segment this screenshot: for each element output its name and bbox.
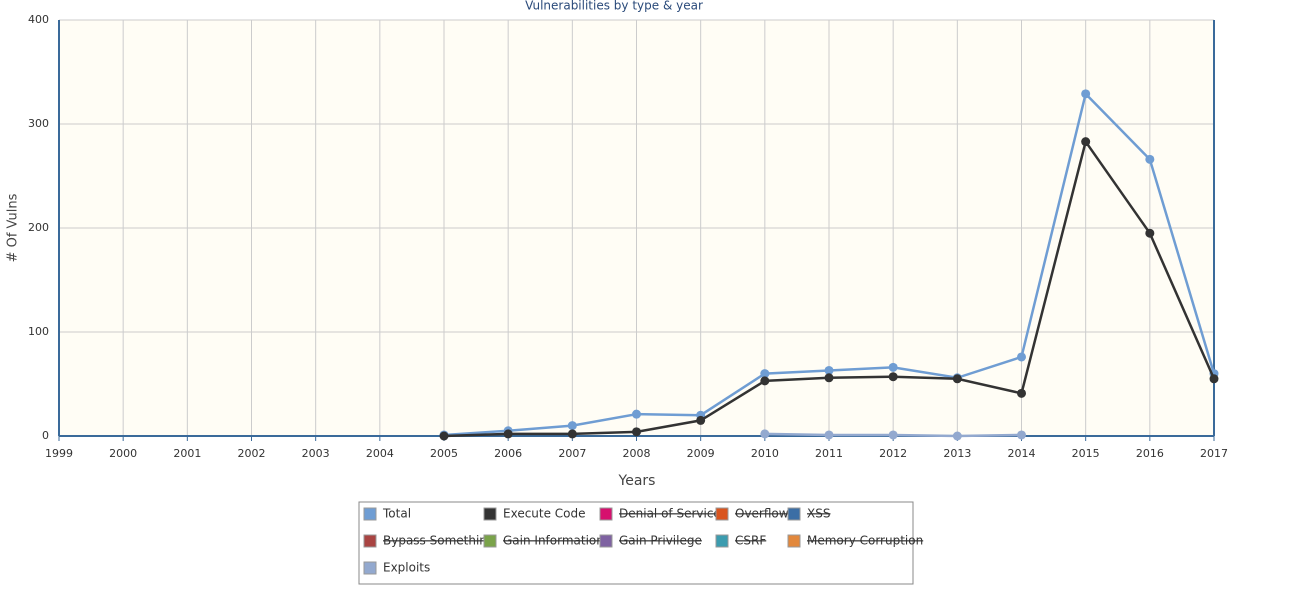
x-tick-label: 2001 — [173, 447, 201, 460]
data-point — [632, 409, 641, 419]
y-tick-label: 0 — [42, 429, 49, 442]
y-tick-label: 300 — [28, 117, 49, 130]
chart-title: Vulnerabilities by type & year — [525, 0, 703, 13]
data-point — [1081, 137, 1091, 147]
data-point — [952, 431, 962, 441]
legend-label: Gain Information — [503, 534, 604, 548]
legend-swatch — [363, 507, 377, 521]
x-tick-label: 2012 — [879, 447, 907, 460]
legend-label: Execute Code — [503, 507, 586, 521]
legend-swatch — [363, 561, 377, 575]
legend-swatch — [483, 507, 497, 521]
y-tick-label: 400 — [28, 13, 49, 26]
data-point — [503, 429, 513, 439]
data-point — [888, 362, 898, 372]
data-point — [439, 431, 449, 441]
legend-label: XSS — [807, 507, 830, 521]
legend-label: Denial of Service — [619, 507, 721, 521]
data-point — [1145, 154, 1155, 164]
x-tick-label: 2015 — [1072, 447, 1100, 460]
data-point — [888, 430, 898, 440]
data-point — [824, 365, 834, 375]
data-point — [760, 376, 770, 386]
data-point — [952, 374, 962, 384]
legend-swatch — [483, 534, 497, 548]
x-tick-label: 2016 — [1136, 447, 1164, 460]
x-tick-label: 2003 — [302, 447, 330, 460]
legend-label: Overflow — [735, 507, 789, 521]
x-tick-label: 2011 — [815, 447, 843, 460]
x-tick-label: 2009 — [687, 447, 715, 460]
data-point — [1145, 228, 1155, 238]
data-point — [1017, 430, 1026, 440]
legend-label: Bypass Something — [383, 534, 495, 548]
x-tick-label: 1999 — [45, 447, 73, 460]
x-tick-label: 2005 — [430, 447, 458, 460]
legend-swatch — [363, 534, 377, 548]
data-point — [567, 429, 577, 439]
y-tick-label: 100 — [28, 325, 49, 338]
x-tick-label: 2004 — [366, 447, 394, 460]
data-point — [824, 373, 834, 383]
x-tick-label: 2008 — [623, 447, 651, 460]
x-tick-label: 2014 — [1008, 447, 1036, 460]
x-tick-label: 2010 — [751, 447, 779, 460]
x-tick-label: 2017 — [1200, 447, 1228, 460]
legend-label: Memory Corruption — [807, 534, 923, 548]
legend-swatch — [599, 534, 613, 548]
data-point — [696, 415, 706, 425]
data-point — [1017, 388, 1026, 398]
x-tick-label: 2007 — [558, 447, 586, 460]
legend-label: Total — [382, 507, 411, 521]
legend-box — [358, 501, 914, 585]
legend-swatch — [599, 507, 613, 521]
legend-label: CSRF — [735, 534, 766, 548]
legend-swatch — [715, 507, 729, 521]
x-tick-label: 2013 — [943, 447, 971, 460]
legend-swatch — [787, 507, 801, 521]
legend-label: Gain Privilege — [619, 534, 702, 548]
data-point — [632, 427, 641, 437]
data-point — [760, 429, 770, 439]
x-axis-label: Years — [618, 473, 656, 489]
legend-swatch — [787, 534, 801, 548]
data-point — [1081, 89, 1091, 99]
data-point — [1017, 352, 1026, 362]
x-tick-label: 2000 — [109, 447, 137, 460]
data-point — [567, 421, 577, 431]
data-point — [760, 369, 770, 379]
data-point — [824, 430, 834, 440]
data-point — [888, 372, 898, 382]
legend-swatch — [715, 534, 729, 548]
x-tick-label: 2006 — [494, 447, 522, 460]
y-axis-label: # Of Vulns — [6, 193, 21, 262]
data-point — [1209, 374, 1219, 384]
y-tick-label: 200 — [28, 221, 49, 234]
legend-label: Exploits — [383, 561, 430, 575]
x-tick-label: 2002 — [238, 447, 266, 460]
